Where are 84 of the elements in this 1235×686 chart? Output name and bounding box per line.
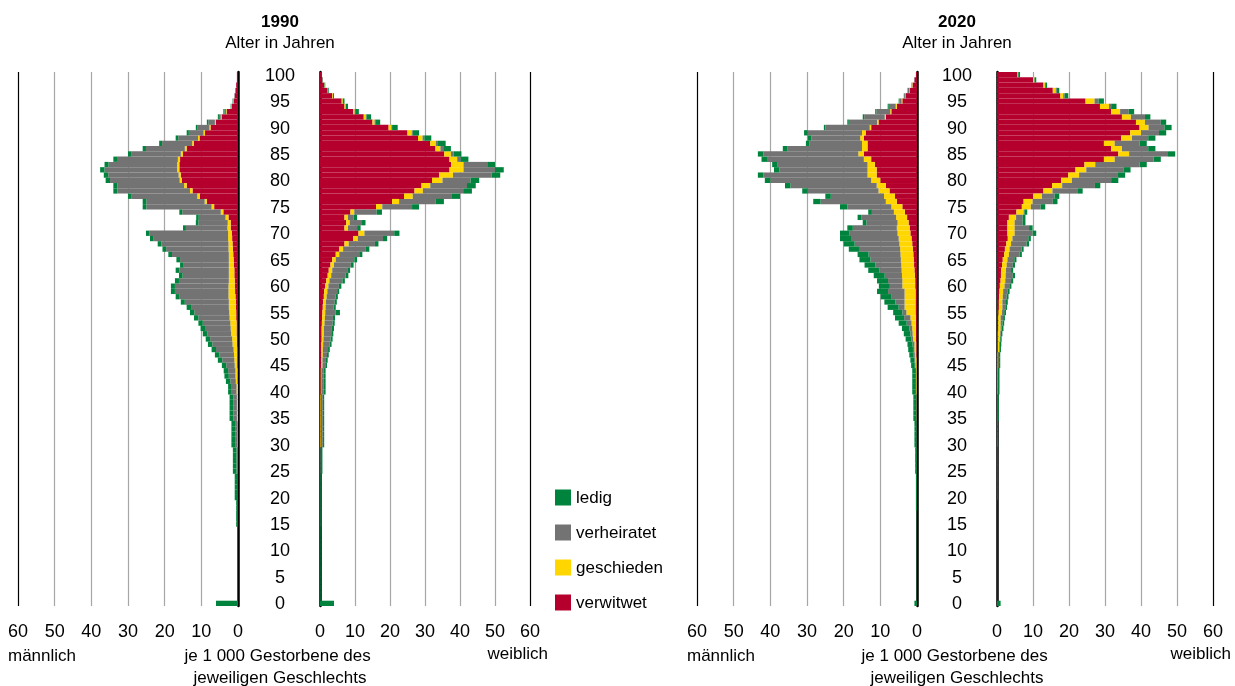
x-tick-label: 30 xyxy=(117,621,139,641)
x-tick-label: 30 xyxy=(414,621,436,641)
text: je 1 000 Gestorbene des jeweiligen Geschlechts xyxy=(183,645,376,686)
x-tick-label: 0 xyxy=(314,621,326,641)
y-tick-label: 40 xyxy=(946,381,968,402)
x-axis-title: weiblich xyxy=(1169,643,1231,663)
x-tick-label: 60 xyxy=(686,621,708,641)
x-axis-title: männlich xyxy=(687,645,756,665)
legend-label: ledig xyxy=(576,488,612,507)
y-tick-label: 30 xyxy=(269,434,291,455)
x-tick-label: 30 xyxy=(796,621,818,641)
y-tick-label: 100 xyxy=(941,64,973,85)
x-tick-label: 20 xyxy=(379,621,401,641)
x-tick-label: 50 xyxy=(44,621,65,641)
y-tick-label: 25 xyxy=(946,461,968,482)
y-tick-label: 70 xyxy=(946,223,968,244)
y-tick-label: 40 xyxy=(269,381,291,402)
y-tick-label: 45 xyxy=(946,355,968,376)
y-tick-label: 55 xyxy=(946,302,968,323)
legend-label: verheiratet xyxy=(576,523,657,542)
y-tick-label: 35 xyxy=(946,408,968,429)
y-tick-label: 15 xyxy=(946,514,968,535)
legend-label: geschieden xyxy=(576,558,663,577)
x-tick-label: 60 xyxy=(1202,621,1224,641)
chart-title: 1990 xyxy=(261,11,299,31)
y-tick-label: 55 xyxy=(269,302,291,323)
y-tick-label: 90 xyxy=(946,117,968,138)
x-axis-title: männlich xyxy=(8,645,77,665)
y-tick-label: 100 xyxy=(264,64,296,85)
y-tick-label: 35 xyxy=(269,408,291,429)
x-tick-label: 40 xyxy=(449,621,471,641)
y-tick-label: 20 xyxy=(269,487,291,508)
y-tick-label: 25 xyxy=(269,461,291,482)
chart-title: 2020 xyxy=(938,11,976,31)
x-tick-label: 10 xyxy=(1022,621,1044,641)
x-tick-label: 40 xyxy=(81,621,102,641)
y-tick-label: 65 xyxy=(946,249,968,270)
x-tick-label: 20 xyxy=(833,621,854,641)
x-tick-label: 0 xyxy=(991,621,1003,641)
x-tick-label: 60 xyxy=(7,621,29,641)
y-tick-label: 10 xyxy=(946,540,968,561)
x-tick-label: 50 xyxy=(484,621,506,641)
x-tick-label: 30 xyxy=(1094,621,1116,641)
y-tick-label: 60 xyxy=(946,276,968,297)
y-tick-label: 5 xyxy=(951,566,963,587)
y-tick-label: 0 xyxy=(274,593,286,614)
y-axis-title: Alter in Jahren xyxy=(225,32,335,52)
y-tick-label: 45 xyxy=(269,355,291,376)
y-tick-label: 60 xyxy=(269,276,291,297)
y-tick-label: 95 xyxy=(946,91,968,112)
y-tick-label: 70 xyxy=(269,223,291,244)
y-tick-label: 65 xyxy=(269,249,291,270)
y-tick-label: 75 xyxy=(946,196,968,217)
x-tick-label: 10 xyxy=(191,621,212,641)
y-tick-label: 20 xyxy=(946,487,968,508)
y-tick-label: 15 xyxy=(269,514,291,535)
y-tick-label: 10 xyxy=(269,540,291,561)
x-tick-label: 0 xyxy=(232,621,244,641)
x-tick-label: 50 xyxy=(1166,621,1188,641)
y-axis-title: Alter in Jahren xyxy=(902,32,1012,52)
x-tick-label: 0 xyxy=(911,621,922,641)
text: je 1 000 Gestorbene des jeweiligen Geschlechts xyxy=(860,645,1053,686)
x-tick-label: 60 xyxy=(519,621,541,641)
y-tick-label: 30 xyxy=(946,434,968,455)
x-tick-label: 10 xyxy=(344,621,366,641)
y-tick-label: 80 xyxy=(269,170,291,191)
y-tick-label: 75 xyxy=(269,196,291,217)
x-tick-label: 20 xyxy=(154,621,175,641)
y-tick-label: 80 xyxy=(946,170,968,191)
legend-label: verwitwet xyxy=(576,593,648,612)
x-tick-label: 40 xyxy=(760,621,781,641)
y-tick-label: 85 xyxy=(946,143,968,164)
x-tick-label: 20 xyxy=(1058,621,1080,641)
x-tick-label: 50 xyxy=(723,621,744,641)
x-axis-title: weiblich xyxy=(486,643,548,663)
x-tick-label: 10 xyxy=(870,621,891,641)
y-tick-label: 50 xyxy=(946,329,968,349)
y-tick-label: 95 xyxy=(269,91,291,112)
y-tick-label: 90 xyxy=(269,117,291,138)
y-tick-label: 5 xyxy=(274,566,286,587)
x-tick-label: 40 xyxy=(1130,621,1152,641)
y-tick-label: 50 xyxy=(269,329,291,349)
y-tick-label: 85 xyxy=(269,143,291,164)
y-tick-label: 0 xyxy=(951,593,963,614)
